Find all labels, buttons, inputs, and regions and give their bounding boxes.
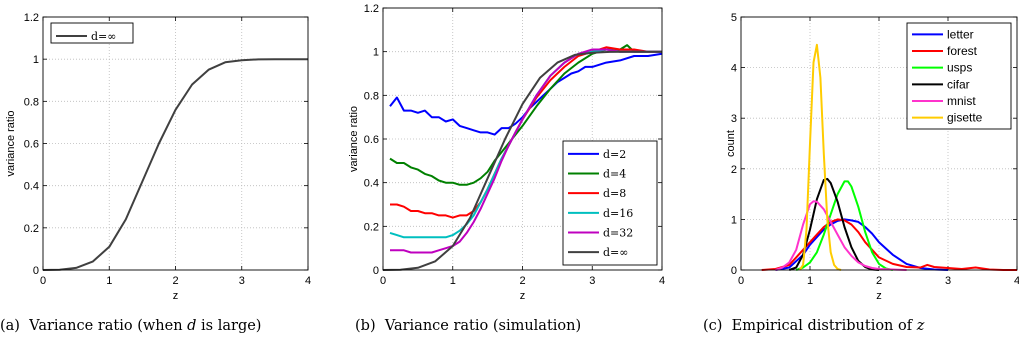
axes-frame [740, 16, 1018, 271]
legend: d=2 d=4 d=8 d=16 d=32 d=∞ [562, 140, 658, 266]
y-axis-label: count [725, 130, 737, 157]
y-tick-label: 1 [33, 54, 39, 66]
series-line-4 [775, 200, 907, 271]
legend-label-5: d=∞ [603, 246, 628, 259]
y-tick-label: 5 [731, 12, 737, 24]
y-tick-label: 0.6 [24, 139, 39, 151]
x-axis-label: z [520, 290, 526, 302]
legend-label-5: gisette [947, 111, 983, 125]
x-tick-label: 0 [738, 275, 744, 287]
y-tick-label: 0.2 [364, 221, 379, 233]
y-tick-label: 0 [731, 265, 737, 277]
y-tick-label: 2 [731, 164, 737, 176]
x-tick-label: 3 [945, 275, 951, 287]
legend: d=∞ [50, 22, 134, 44]
legend-label-1: forest [947, 44, 978, 58]
legend-box [906, 22, 1012, 130]
x-axis-label: z [173, 290, 179, 302]
series-line-0 [42, 58, 308, 271]
x-tick-label: 4 [305, 275, 311, 287]
y-tick-label: 1 [731, 214, 737, 226]
series-line-4 [390, 48, 662, 254]
panel-caption: (b) Variance ratio (simulation) [355, 318, 581, 334]
x-tick-label: 0 [380, 275, 386, 287]
caption-variable: z [916, 318, 925, 334]
series-line-2 [795, 180, 894, 271]
legend-box [562, 140, 658, 266]
legend: letter forest usps cifar mnist gisette [906, 22, 1012, 130]
x-tick-label: 4 [1014, 275, 1019, 287]
y-tick-label: 0.2 [24, 223, 39, 235]
series-line-5 [798, 43, 842, 271]
y-tick-label: 0 [33, 265, 39, 277]
y-tick-label: 0.8 [24, 96, 39, 108]
axes-frame [382, 7, 663, 271]
legend-label-0: d=2 [603, 148, 626, 161]
chart-panel-0: 0 1 2 3 4 0 0.2 0.4 0.6 0.8 1 1.2 z variance ratio d=∞… [0, 12, 311, 334]
y-tick-label: 0 [373, 265, 379, 277]
legend-label-3: d=16 [603, 207, 633, 220]
x-tick-label: 0 [40, 275, 46, 287]
y-tick-label: 3 [731, 113, 737, 125]
chart-panel-1: 0 1 2 3 4 0 0.2 0.4 0.6 0.8 1 1.2 z variance ratio d=2… [348, 3, 665, 334]
series-line-0 [389, 52, 663, 136]
x-tick-label: 2 [519, 275, 525, 287]
series-line-0 [775, 218, 949, 271]
x-axis-label: z [876, 290, 882, 302]
y-tick-label: 0.6 [364, 134, 379, 146]
y-tick-label: 0.8 [364, 90, 379, 102]
panel-caption: (a) Variance ratio (when d is large) [0, 318, 261, 334]
y-axis-label: variance ratio [348, 106, 360, 172]
legend-label-4: d=32 [603, 227, 633, 240]
axes-frame [42, 16, 309, 271]
y-tick-label: 0.4 [24, 181, 39, 193]
x-tick-label: 3 [589, 275, 595, 287]
caption-prefix: (a) Variance ratio (when [0, 318, 187, 334]
legend-label-0: d=∞ [91, 30, 116, 43]
caption-prefix: (c) Empirical distribution of [703, 318, 917, 334]
x-tick-label: 2 [876, 275, 882, 287]
legend-label-3: cifar [947, 77, 970, 91]
legend-label-2: d=8 [603, 187, 626, 200]
x-tick-label: 4 [659, 275, 665, 287]
legend-label-1: d=4 [603, 168, 626, 181]
caption-suffix: is large) [196, 318, 261, 334]
x-tick-label: 3 [239, 275, 245, 287]
panel-caption: (c) Empirical distribution of z [703, 318, 925, 334]
legend-box [50, 22, 134, 44]
series-line-5 [382, 50, 662, 271]
chart-panel-2: 0 1 2 3 4 0 1 2 3 4 5 z count letter forest usps cifar mn… [703, 12, 1019, 334]
series-line-3 [389, 48, 662, 239]
caption-prefix: (b) Variance ratio (simulation) [355, 318, 581, 334]
y-tick-label: 1.2 [24, 12, 39, 24]
y-tick-label: 0.4 [364, 178, 379, 190]
legend-label-2: usps [947, 61, 972, 75]
x-tick-label: 1 [807, 275, 813, 287]
legend-label-4: mnist [947, 94, 976, 108]
x-tick-label: 2 [172, 275, 178, 287]
y-tick-label: 4 [731, 63, 737, 75]
y-tick-label: 1.2 [364, 3, 379, 15]
y-axis-label: variance ratio [5, 110, 17, 176]
x-tick-label: 1 [106, 275, 112, 287]
y-tick-label: 1 [373, 47, 379, 59]
legend-label-0: letter [947, 27, 974, 41]
caption-variable: d [187, 318, 196, 334]
x-tick-label: 1 [450, 275, 456, 287]
